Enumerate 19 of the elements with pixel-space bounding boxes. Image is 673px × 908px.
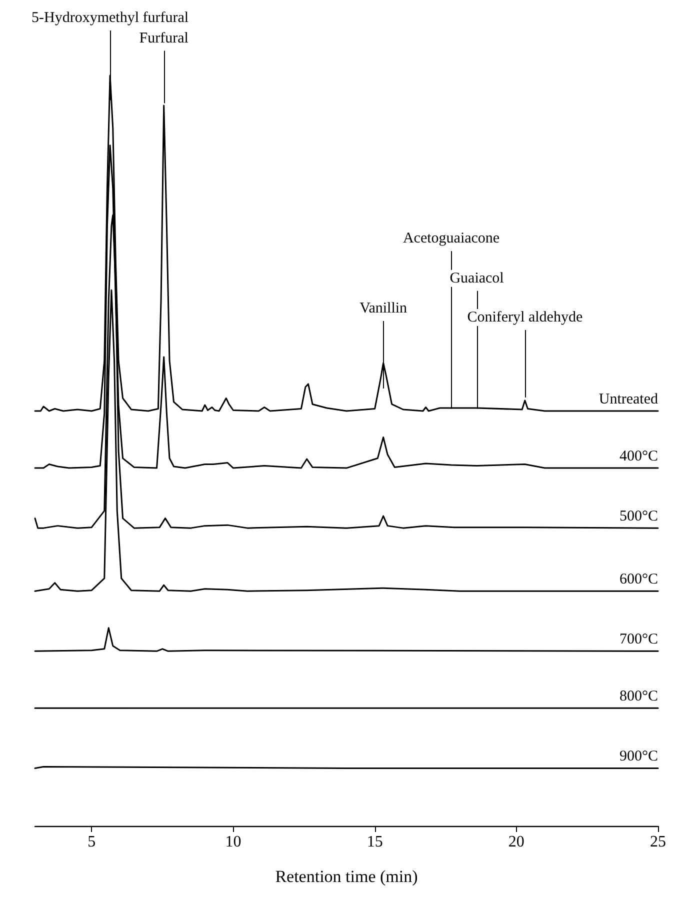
x-tick-label: 15: [366, 834, 383, 850]
x-tick-label: 25: [650, 834, 666, 850]
annotation: Guaiacol: [450, 270, 504, 286]
annotation: Furfural: [139, 30, 188, 46]
annotation: Vanillin: [360, 300, 408, 316]
annotation: 5-Hydroxymethyl furfural: [32, 10, 189, 26]
series-label: 700°C: [619, 632, 658, 648]
series-label: 600°C: [619, 572, 658, 588]
x-tick-label: 5: [88, 834, 96, 850]
x-tick-label: 20: [508, 834, 524, 850]
annotation: Coniferyl aldehyde: [467, 309, 583, 326]
series-label: 500°C: [619, 508, 658, 525]
annotation: Acetoguaiacone: [402, 230, 500, 247]
series-label: 400°C: [619, 448, 658, 465]
x-axis-title: Retention time (min): [275, 867, 418, 886]
series-label: 900°C: [619, 748, 658, 765]
x-tick-label: 10: [225, 834, 242, 850]
series-label: 800°C: [619, 688, 658, 705]
series-label: Untreated: [598, 391, 658, 408]
